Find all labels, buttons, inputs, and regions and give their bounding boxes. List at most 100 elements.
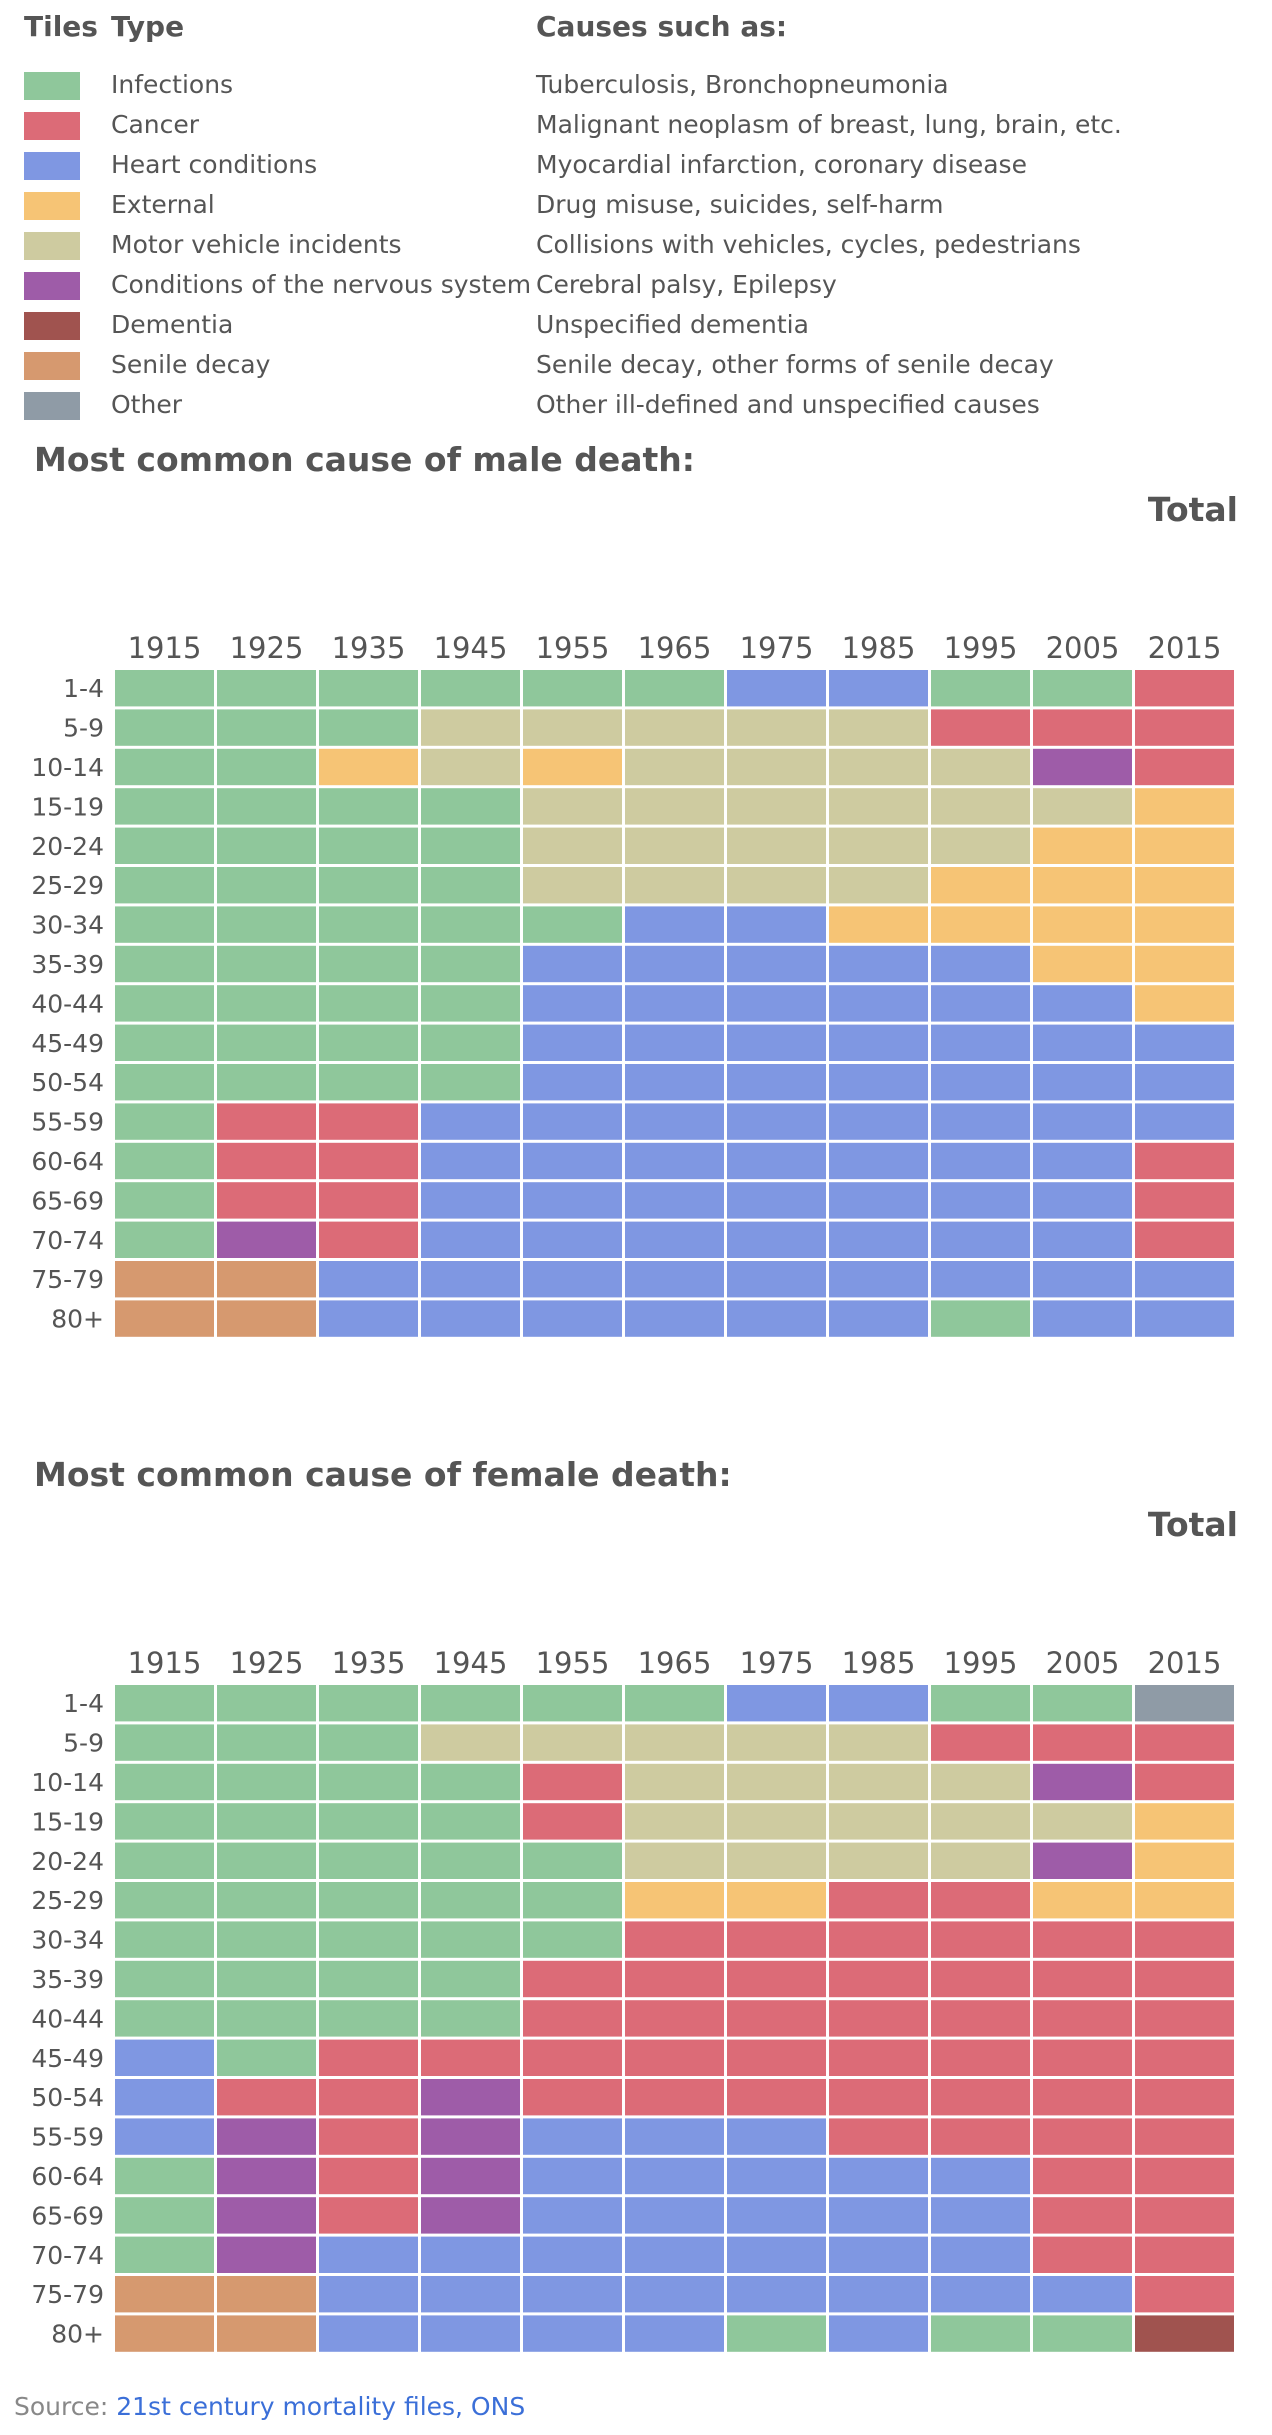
heatmap-cell [421,2157,520,2195]
heatmap-cell [727,2118,826,2155]
heatmap-cell [217,670,316,707]
heatmap-cell [625,1261,724,1298]
y-tick-label: 15-19 [31,792,104,821]
heatmap-cell [829,867,928,904]
legend-type-label: Infections [111,70,234,99]
legend-causes-label: Tuberculosis, Bronchopneumonia [536,70,949,99]
heatmap-cell [421,748,520,786]
heatmap-cell [727,2157,826,2195]
heatmap-cell [727,709,826,746]
heatmap-cell [1033,2157,1132,2195]
y-tick-label: 1-4 [63,1689,104,1718]
heatmap-cell [421,1221,520,1258]
heatmap-cell [931,2197,1030,2234]
heatmap-cell [421,1103,520,1140]
heatmap-cell [421,670,520,707]
legend-type-label: Conditions of the nervous system [111,270,532,299]
heatmap-cell [1135,827,1234,864]
heatmap-cell [217,1921,316,1958]
male-chart-total: Total [1147,490,1238,529]
heatmap-cell [1033,1763,1132,1801]
heatmap-cell [625,1182,724,1219]
heatmap-cell [421,1142,520,1180]
heatmap-cell [115,1882,214,1919]
heatmap-cell [1033,1882,1132,1919]
heatmap-cell [115,1921,214,1958]
heatmap-cell [625,2236,724,2273]
y-tick-label: 30-34 [31,911,104,940]
y-tick-label: 25-29 [31,1886,104,1915]
heatmap-cell [421,1882,520,1919]
heatmap-cell [727,1842,826,1879]
heatmap-cell [829,2039,928,2076]
heatmap-cell [1033,1842,1132,1879]
heatmap-cell [319,1261,418,1298]
source-link[interactable]: 21st century mortality files, ONS [116,2392,526,2421]
heatmap-cell [421,2000,520,2037]
heatmap-cell [829,2236,928,2273]
heatmap-cell [931,709,1030,746]
heatmap-cell [829,1024,928,1061]
heatmap-cell [931,1261,1030,1298]
heatmap-cell [217,1724,316,1761]
heatmap-cell [829,2000,928,2037]
heatmap-cell [217,1261,316,1298]
heatmap-cell [115,1300,214,1337]
heatmap-cell [1135,1803,1234,1840]
heatmap-cell [829,1724,928,1761]
heatmap-cell [421,1842,520,1879]
heatmap-cell [1135,748,1234,786]
heatmap-cell [319,867,418,904]
y-tick-label: 25-29 [31,871,104,900]
heatmap-cell [319,2079,418,2116]
heatmap-cell [319,709,418,746]
heatmap-cell [217,788,316,825]
heatmap-cell [115,1960,214,1998]
heatmap-cell [217,2000,316,2037]
heatmap-cell [1033,985,1132,1022]
heatmap-cell [727,1261,826,1298]
heatmap-cell [829,2157,928,2195]
heatmap-cell [931,1960,1030,1998]
legend-swatch [24,112,80,140]
heatmap-cell [523,827,622,864]
male-chart: Most common cause of male death: Total 1… [0,440,1272,1400]
heatmap-cell [319,1803,418,1840]
heatmap-cell [829,1842,928,1879]
y-tick-label: 80+ [51,1305,104,1334]
female-chart-total: Total [1147,1505,1238,1544]
heatmap-cell [829,2118,928,2155]
heatmap-cell [1135,2079,1234,2116]
x-tick-label: 1915 [128,631,202,665]
heatmap-cell [217,748,316,786]
heatmap-cell [421,2276,520,2313]
heatmap-cell [727,2276,826,2313]
heatmap-cell [523,1103,622,1140]
legend-swatch [24,312,80,340]
heatmap-cell [625,788,724,825]
heatmap-cell [217,1142,316,1180]
heatmap-cell [421,945,520,983]
heatmap-cell [523,2276,622,2313]
heatmap-cell [115,1182,214,1219]
heatmap-cell [625,2000,724,2037]
heatmap-cell [931,867,1030,904]
heatmap-cell [931,1103,1030,1140]
heatmap-cell [829,1685,928,1722]
heatmap-cell [319,1103,418,1140]
heatmap-cell [829,2315,928,2352]
heatmap-cell [115,906,214,943]
heatmap-cell [523,788,622,825]
heatmap-cell [829,1763,928,1801]
legend-item: Infections Tuberculosis, Bronchopneumonia [24,70,1264,110]
heatmap-cell [829,1921,928,1958]
heatmap-cell [625,2079,724,2116]
heatmap-cell [829,788,928,825]
heatmap-cell [1135,1842,1234,1879]
heatmap-cell [829,1142,928,1180]
heatmap-cell [115,2118,214,2155]
heatmap-cell [319,985,418,1022]
heatmap-cell [1033,1221,1132,1258]
y-tick-label: 5-9 [63,714,104,743]
legend-causes-label: Unspecified dementia [536,310,809,339]
